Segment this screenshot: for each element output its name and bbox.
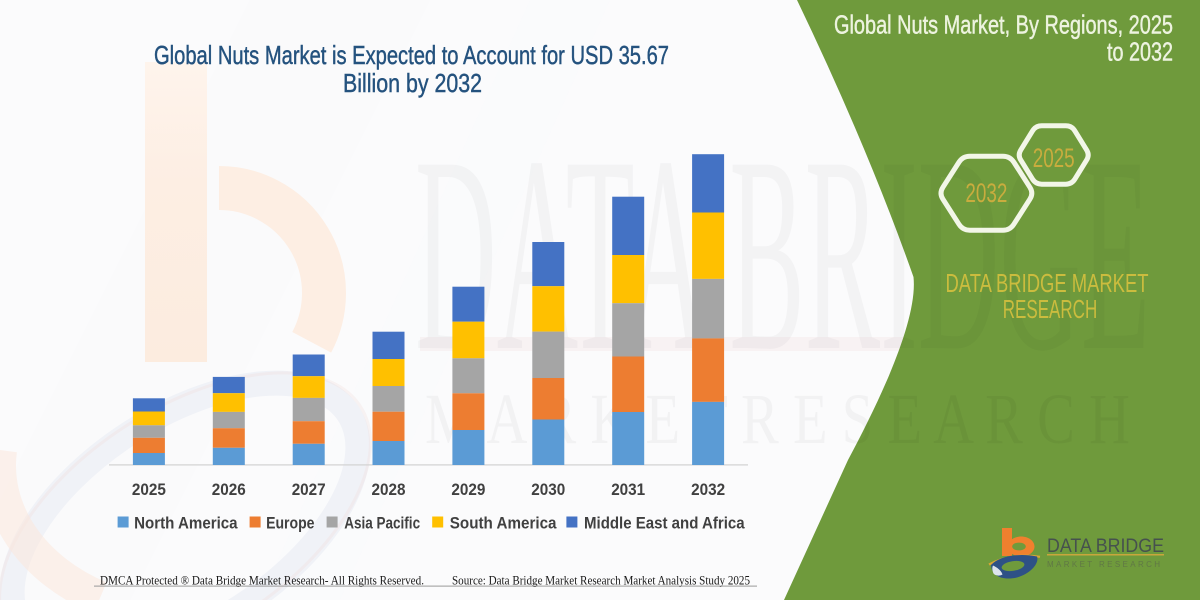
svg-text:DATA BRIDGE: DATA BRIDGE (1047, 536, 1164, 557)
svg-text:Billion by 2032: Billion by 2032 (343, 68, 482, 98)
svg-text:2031: 2031 (611, 480, 645, 499)
svg-text:2032: 2032 (691, 480, 725, 499)
svg-text:RESEARCH: RESEARCH (1003, 294, 1098, 324)
svg-text:Global Nuts Market, By Regions: Global Nuts Market, By Regions, 2025 (834, 10, 1173, 40)
svg-text:2032: 2032 (965, 178, 1007, 208)
svg-text:2029: 2029 (451, 480, 485, 499)
svg-text:DMCA Protected ® Data Bridge M: DMCA Protected ® Data Bridge Market Rese… (100, 574, 424, 588)
svg-text:South America: South America (450, 515, 557, 533)
svg-text:2026: 2026 (212, 480, 246, 499)
svg-text:Middle East and Africa: Middle East and Africa (584, 515, 745, 533)
svg-text:Asia Pacific: Asia Pacific (344, 515, 420, 533)
svg-text:2025: 2025 (132, 480, 166, 499)
svg-text:2028: 2028 (372, 480, 406, 499)
svg-text:2030: 2030 (531, 480, 565, 499)
svg-text:North America: North America (134, 515, 238, 533)
svg-text:2027: 2027 (292, 480, 326, 499)
svg-text:Source: Data Bridge Market Res: Source: Data Bridge Market Research Mark… (452, 574, 750, 588)
svg-text:Europe: Europe (266, 515, 314, 533)
svg-text:to 2032: to 2032 (1107, 37, 1173, 67)
svg-text:DATA BRIDGE MARKET: DATA BRIDGE MARKET (946, 268, 1149, 298)
svg-text:MARKET RESEARCH: MARKET RESEARCH (1047, 560, 1163, 569)
svg-text:2025: 2025 (1033, 143, 1075, 173)
svg-text:Global Nuts Market is Expected: Global Nuts Market is Expected to Accoun… (154, 40, 669, 70)
